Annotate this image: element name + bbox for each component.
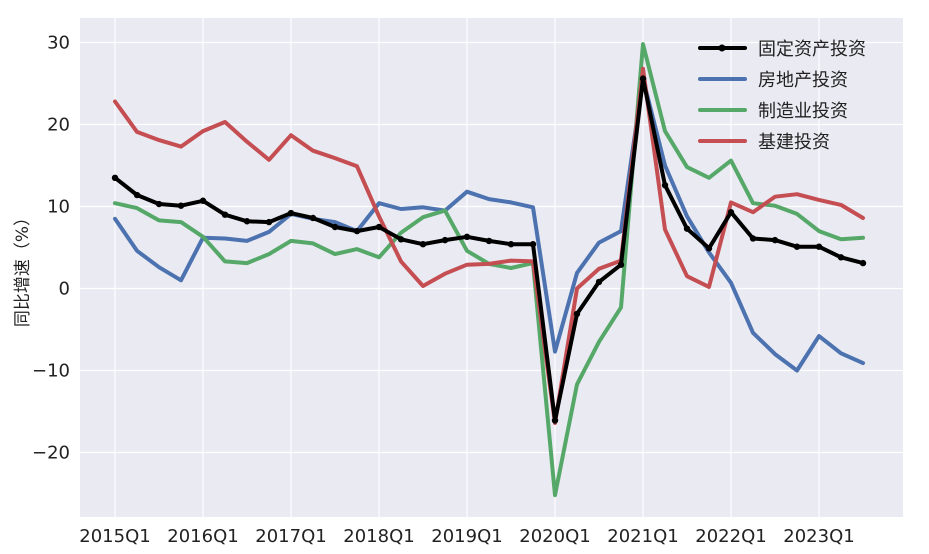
data-point <box>375 223 383 231</box>
data-point <box>243 218 251 225</box>
data-point <box>837 254 845 261</box>
data-point <box>419 241 427 248</box>
y-tick-label: −10 <box>32 361 70 382</box>
legend-label: 制造业投资 <box>758 101 848 122</box>
x-tick-label: 2020Q1 <box>519 526 590 547</box>
series-line <box>113 76 865 373</box>
data-point <box>463 233 471 241</box>
legend-item: 固定资产投资 <box>698 39 866 60</box>
y-tick-label: 0 <box>59 279 70 300</box>
data-point <box>221 211 229 218</box>
data-point <box>793 243 801 250</box>
series-line <box>113 66 865 425</box>
legend-label: 基建投资 <box>758 132 830 153</box>
y-tick-label: 10 <box>47 197 70 218</box>
data-point <box>155 200 163 208</box>
plot-area-background <box>80 18 903 517</box>
data-point <box>353 227 361 235</box>
data-point <box>287 209 295 217</box>
x-tick-label: 2016Q1 <box>167 526 238 547</box>
data-point <box>133 191 141 199</box>
x-tick-labels: 2015Q1 2016Q1 2017Q1 2018Q1 2019Q1 2020Q1 2021… <box>79 526 854 547</box>
legend-item: 房地产投资 <box>698 70 848 91</box>
x-tick-label: 2021Q1 <box>607 526 678 547</box>
data-point <box>441 236 449 244</box>
y-tick-label: −20 <box>32 443 70 464</box>
x-tick-label: 2018Q1 <box>343 526 414 547</box>
x-tick-label: 2022Q1 <box>695 526 766 547</box>
data-point <box>507 241 515 248</box>
data-point <box>573 310 581 318</box>
data-point <box>705 245 713 252</box>
data-point <box>199 197 207 204</box>
series-1 <box>111 75 867 424</box>
y-axis-label: 同比增速（%） <box>13 209 33 327</box>
series-2 <box>113 76 865 373</box>
x-tick-label: 2015Q1 <box>79 526 150 547</box>
data-point <box>595 278 603 286</box>
series-layer <box>111 42 867 498</box>
data-point <box>639 75 647 82</box>
legend-label: 固定资产投资 <box>758 39 866 60</box>
x-tick-label: 2023Q1 <box>783 526 854 547</box>
legend-item: 基建投资 <box>698 132 830 153</box>
data-point <box>661 181 669 189</box>
legend-item: 制造业投资 <box>698 101 848 122</box>
data-point <box>177 202 185 209</box>
data-point <box>265 218 273 226</box>
data-point <box>551 417 559 424</box>
x-tick-label: 2017Q1 <box>255 526 326 547</box>
grid-lines <box>80 18 903 517</box>
data-point <box>683 225 691 232</box>
data-point <box>859 259 867 267</box>
legend-marker <box>718 44 726 52</box>
series-4 <box>113 66 865 425</box>
data-point <box>617 261 625 268</box>
y-tick-label: 30 <box>47 33 70 54</box>
data-point <box>485 237 493 245</box>
data-point <box>815 243 823 250</box>
data-point <box>397 236 405 243</box>
y-tick-label: 20 <box>47 115 70 136</box>
y-tick-labels: 30 20 10 0 −10 −20 <box>32 33 70 464</box>
data-point <box>749 235 757 242</box>
x-tick-label: 2019Q1 <box>431 526 502 547</box>
data-point <box>331 223 339 231</box>
data-point <box>529 241 537 248</box>
data-point <box>771 236 779 244</box>
data-point <box>727 209 735 216</box>
legend-label: 房地产投资 <box>758 70 848 91</box>
data-point <box>111 174 119 181</box>
data-point <box>309 214 317 222</box>
